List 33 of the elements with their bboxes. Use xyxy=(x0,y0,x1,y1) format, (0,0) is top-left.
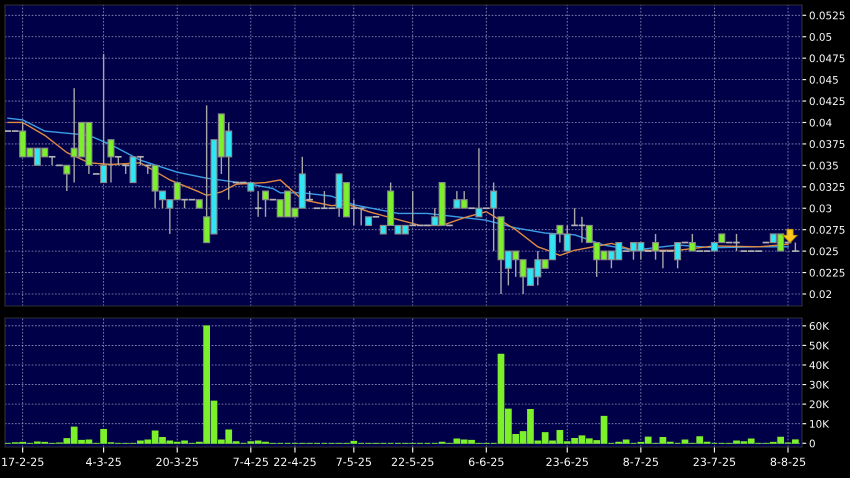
x-tick-label: 22-4-25 xyxy=(274,458,316,466)
y-tick-label: 10K xyxy=(810,420,830,428)
y-tick-label: 0.04 xyxy=(810,118,832,127)
y-tick-label: 0.0275 xyxy=(810,226,844,234)
y-tick-label: 0.0325 xyxy=(810,183,844,191)
x-tick-label: 4-3-25 xyxy=(86,458,121,466)
y-tick-label: 0.035 xyxy=(810,162,838,170)
y-tick-label: 0.025 xyxy=(810,247,838,256)
x-tick-label: 23-6-25 xyxy=(546,458,588,466)
x-tick-label: 8-7-25 xyxy=(623,458,658,466)
y-tick-label: 20K xyxy=(810,400,830,408)
y-tick-label: 0.03 xyxy=(810,204,832,212)
y-tick-label: 60K xyxy=(810,322,830,330)
x-tick-label: 6-6-25 xyxy=(468,458,504,466)
y-tick-label: 40K xyxy=(809,361,830,370)
y-tick-label: 0.02 xyxy=(810,290,832,298)
y-tick-label: 0.0475 xyxy=(810,54,844,62)
x-tick-label: 20-3-25 xyxy=(156,458,198,466)
y-tick-label: 0.0525 xyxy=(810,12,844,20)
y-tick-label: 0.045 xyxy=(810,76,838,84)
y-tick-label: 50K xyxy=(810,342,830,350)
y-tick-label: 30K xyxy=(810,380,830,389)
y-tick-label: 0.0425 xyxy=(810,97,844,106)
y-tick-label: 0.0225 xyxy=(810,268,844,277)
x-tick-label: 17-2-25 xyxy=(2,458,44,466)
y-tick-label: 0.05 xyxy=(810,32,832,41)
y-tick-label: 0.0375 xyxy=(810,140,844,148)
x-tick-label: 7-5-25 xyxy=(336,458,372,466)
x-tick-label: 22-5-25 xyxy=(392,458,434,466)
x-tick-label: 23-7-25 xyxy=(694,458,736,466)
x-tick-label: 7-4-25 xyxy=(234,458,268,466)
y-tick-label: 0 xyxy=(810,440,815,448)
x-tick-label: 8-8-25 xyxy=(770,458,806,466)
